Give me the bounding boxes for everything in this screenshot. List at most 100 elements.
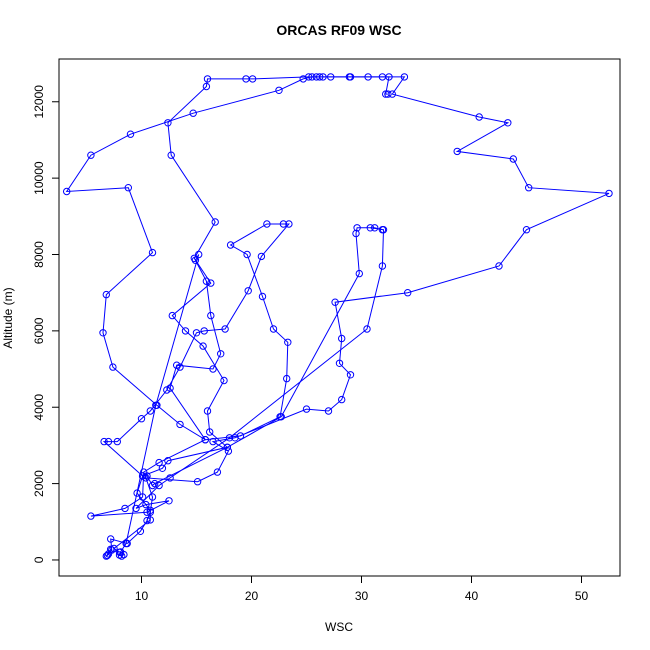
data-point [87, 512, 95, 520]
data-point [148, 493, 157, 501]
data-point [213, 468, 222, 476]
data-point [148, 248, 157, 257]
series-2 [110, 73, 393, 556]
series-line [65, 76, 610, 557]
x-tick-label: 20 [245, 589, 259, 603]
data-point [151, 479, 159, 488]
data-point [226, 241, 235, 249]
data-point [113, 437, 122, 446]
data-point [109, 363, 117, 371]
data-point [355, 269, 363, 278]
data-point [327, 73, 335, 81]
x-tick-label: 30 [355, 589, 369, 603]
data-point [346, 73, 355, 81]
y-tick-label: 6000 [32, 317, 46, 344]
series-layer [62, 73, 613, 560]
data-point [99, 329, 107, 337]
data-point [163, 386, 171, 394]
data-point [279, 220, 288, 228]
data-point [324, 407, 333, 415]
x-axis: 10 20 30 40 50 [135, 575, 589, 603]
y-tick-label: 8000 [32, 241, 46, 268]
data-point [453, 147, 461, 156]
data-point [167, 151, 175, 159]
data-point [203, 407, 212, 415]
data-point [107, 545, 115, 553]
data-point [202, 82, 211, 91]
data-point [285, 220, 293, 228]
data-point [352, 229, 360, 238]
series-line [102, 223, 383, 557]
data-point [223, 443, 232, 451]
y-axis: 0 2000 4000 6000 8000 10000 12000 [32, 85, 60, 563]
data-point [243, 250, 251, 259]
x-tick-label: 10 [135, 589, 149, 603]
data-point [338, 395, 346, 404]
data-point [363, 325, 371, 333]
data-point [221, 325, 229, 333]
x-tick-label: 40 [465, 589, 479, 603]
data-point [108, 546, 116, 554]
series-3 [100, 220, 387, 560]
data-point [248, 75, 257, 83]
data-point [312, 73, 321, 81]
data-point [525, 184, 533, 192]
series-1 [62, 73, 613, 560]
data-point [263, 220, 271, 228]
data-point [201, 436, 210, 444]
data-point [404, 289, 412, 297]
data-point [164, 457, 172, 465]
data-point [152, 401, 160, 409]
data-point [133, 489, 141, 497]
data-point [102, 552, 111, 560]
data-point [275, 86, 283, 95]
data-point [142, 500, 150, 509]
data-point [384, 90, 392, 98]
data-point [102, 290, 111, 299]
data-point [258, 292, 267, 301]
data-point [199, 342, 207, 350]
data-point [146, 516, 155, 524]
data-point [207, 279, 215, 287]
data-point [137, 415, 146, 423]
data-point [224, 447, 233, 455]
data-point [305, 73, 313, 81]
data-point [371, 224, 379, 232]
data-point [200, 327, 208, 335]
data-point [124, 184, 133, 192]
data-point [168, 311, 177, 320]
data-point [193, 478, 202, 486]
data-point [353, 224, 361, 232]
data-point [284, 338, 292, 346]
x-axis-label: WSC [325, 620, 353, 634]
data-point [277, 413, 285, 421]
data-point [189, 109, 197, 117]
x-tick-label: 50 [575, 589, 589, 603]
data-point [132, 504, 140, 513]
data-point [207, 311, 215, 320]
data-point [138, 472, 147, 480]
data-point [378, 226, 387, 234]
data-point [116, 548, 125, 556]
data-point [143, 472, 151, 480]
data-point [335, 359, 344, 367]
data-point [176, 420, 184, 429]
y-axis-label: Altitude (m) [1, 287, 15, 348]
data-point [217, 350, 225, 358]
data-point [495, 262, 503, 270]
data-point [209, 365, 217, 373]
y-tick-label: 2000 [32, 470, 46, 497]
data-point [146, 506, 155, 514]
data-point [165, 497, 173, 505]
data-point [181, 327, 190, 335]
data-point [115, 551, 124, 559]
data-point [400, 73, 409, 81]
data-point [257, 252, 266, 261]
data-point [605, 189, 613, 198]
data-point [206, 428, 214, 436]
data-point [107, 535, 115, 543]
data-point [203, 75, 212, 83]
data-point [146, 407, 155, 415]
data-point [202, 277, 211, 285]
data-point [155, 458, 163, 467]
